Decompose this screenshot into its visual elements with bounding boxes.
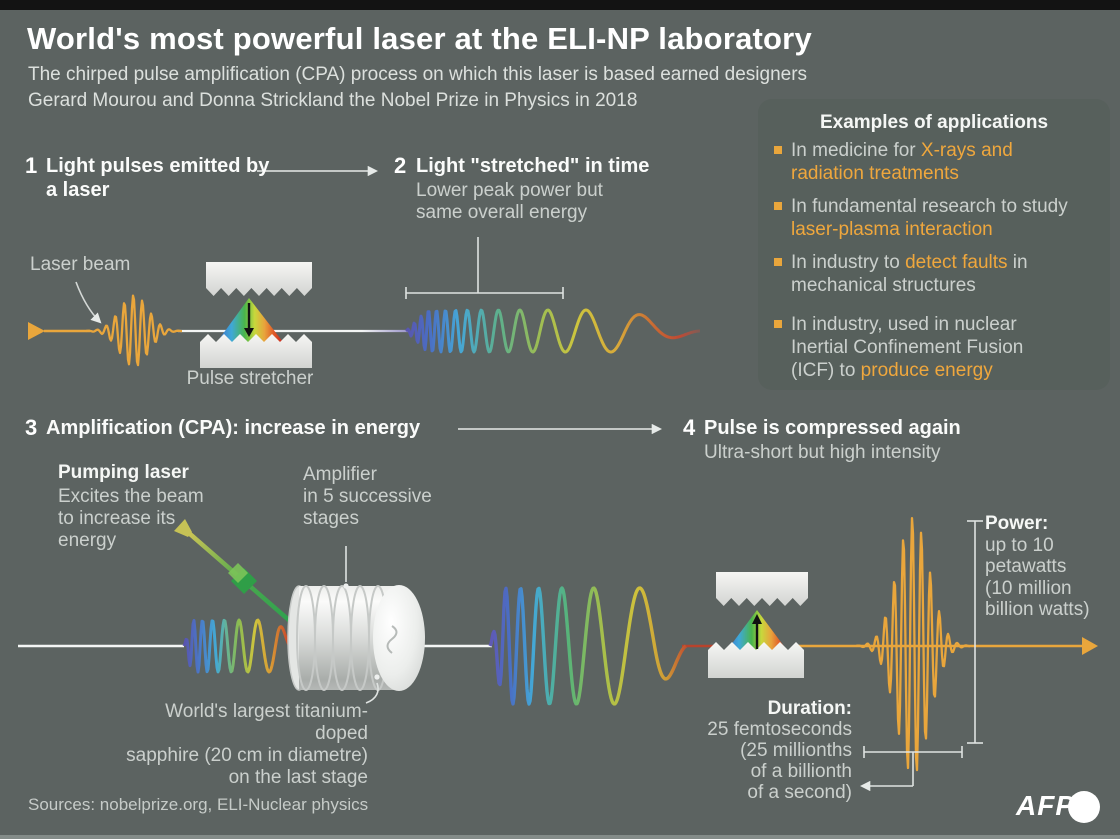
duration-label: Duration: 25 femtoseconds (25 millionths…: [640, 698, 852, 803]
pumping-laser-title: Pumping laser: [58, 462, 189, 483]
power-line1: up to 10: [985, 534, 1054, 556]
laser-pulse-wave: [85, 294, 183, 367]
application-item: In medicine for X-rays and radiation tre…: [774, 139, 1022, 185]
amplifier-label-line3: stages: [303, 508, 359, 529]
amplifier-pointer: [343, 546, 349, 589]
power-title: Power:: [985, 513, 1049, 534]
step1-number: 1: [25, 153, 38, 178]
duration-line2: (25 millionths: [740, 740, 852, 761]
sources-text: Sources: nobelprize.org, ELI-Nuclear phy…: [28, 795, 369, 814]
sapphire-line3: on the last stage: [228, 767, 368, 788]
pumping-laser-line2: to increase its: [58, 508, 176, 529]
duration-bracket: [859, 746, 963, 792]
amplifier-label-line1: Amplifier: [303, 464, 377, 485]
application-item: In industry, used in nuclear Inertial Co…: [774, 313, 1036, 382]
power-bracket: [967, 520, 983, 744]
top-black-bar: [0, 0, 1120, 10]
step3-title: Amplification (CPA): increase in energy: [46, 417, 421, 439]
bullet-icon: [774, 202, 782, 210]
step2-sub-line2: same overall energy: [416, 202, 588, 223]
stretched-pulse-wave: [405, 308, 701, 354]
step1-title-line1: Light pulses emitted by: [46, 155, 270, 177]
laser-source-triangle: [28, 322, 45, 340]
stretcher-top-grating: [206, 262, 312, 296]
stretcher-bottom-grating: [200, 334, 312, 368]
sapphire-pointer: [365, 674, 380, 704]
pumping-laser-line1: Excites the beam: [58, 486, 204, 507]
laser-beam-label: Laser beam: [30, 254, 131, 275]
page-title: World's most powerful laser at the ELI-N…: [27, 21, 812, 56]
step4-number: 4: [683, 415, 696, 440]
stretch-direction-arrowhead: [244, 328, 254, 337]
step3-number: 3: [25, 415, 38, 440]
stretched-input-wave: [182, 618, 294, 674]
laser-beam-pointer-arrow: [75, 281, 102, 324]
pumping-laser-line3: energy: [58, 530, 117, 551]
sapphire-line1: World's largest titanium-doped: [165, 701, 368, 744]
applications-title: Examples of applications: [819, 112, 1049, 133]
subtitle-line1: The chirped pulse amplification (CPA) pr…: [28, 64, 808, 85]
duration-line4: of a second): [747, 782, 852, 803]
compressed-pulse-wave: [855, 517, 971, 772]
bullet-icon: [774, 146, 782, 154]
step2-sub-line1: Lower peak power but: [416, 180, 603, 201]
application-item: In industry to detect faults in mechanic…: [774, 251, 1044, 297]
pulse-stretcher-label: Pulse stretcher: [186, 368, 314, 389]
sapphire-label: World's largest titanium-doped sapphire …: [120, 701, 368, 789]
step2-title: Light "stretched" in time: [416, 155, 650, 177]
output-arrowhead: [1082, 637, 1098, 655]
bottom-strip: [0, 835, 1120, 839]
sapphire-line2: sapphire (20 cm in diametre): [126, 745, 368, 766]
step4-title: Pulse is compressed again: [704, 417, 961, 439]
duration-title: Duration:: [767, 698, 852, 719]
stretched-pulse-bracket: [405, 237, 564, 299]
duration-line1: 25 femtoseconds: [707, 719, 852, 740]
step4-sub: Ultra-short but high intensity: [704, 442, 941, 463]
amplifier-cylinder: [287, 585, 425, 691]
compressor-bottom-grating: [708, 642, 804, 678]
compressor-top-grating: [716, 572, 808, 606]
subtitle-line2: Gerard Mourou and Donna Strickland the N…: [28, 90, 638, 111]
power-label: Power: up to 10 petawatts (10 million bi…: [985, 513, 1090, 621]
pumping-laser-beam: [174, 519, 301, 631]
duration-line3: of a billionth: [750, 761, 852, 782]
amplifier-label-line2: in 5 successive: [303, 486, 432, 507]
compress-direction-arrowhead: [752, 614, 762, 624]
bullet-icon: [774, 320, 782, 328]
applications-panel: Examples of applications In medicine for…: [758, 99, 1110, 390]
afp-logo-text: AFP: [1016, 790, 1075, 821]
application-item: In fundamental research to study laser-p…: [774, 195, 1074, 241]
step2-number: 2: [394, 153, 407, 178]
power-line2: petawatts: [985, 556, 1067, 577]
step1-title-line2: a laser: [46, 179, 110, 201]
afp-logo-circle-icon: [1068, 791, 1100, 823]
amplified-wave: [488, 586, 687, 706]
bullet-icon: [774, 258, 782, 266]
power-line3: (10 million: [985, 577, 1072, 599]
power-line4: billion watts): [985, 599, 1090, 620]
